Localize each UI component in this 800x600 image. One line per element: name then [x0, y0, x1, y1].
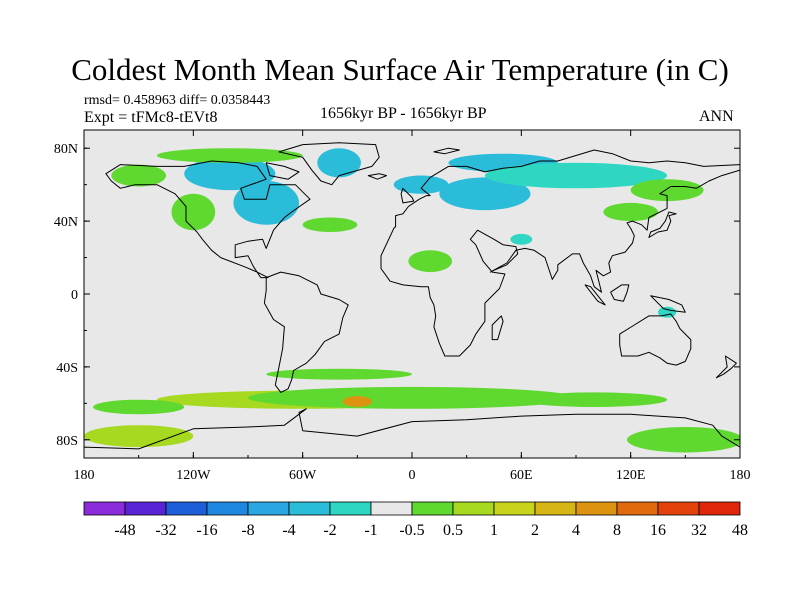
y-tick-label: 0 [71, 288, 78, 303]
y-tick-label: 40N [54, 215, 78, 230]
coastline-new-guinea [650, 295, 686, 313]
colorbar-swatch [206, 501, 249, 516]
anomaly-patch [156, 148, 303, 163]
anomaly-patch [627, 427, 740, 453]
anomaly-patch [266, 368, 412, 380]
colorbar: -48 -32 -16 -8 -4 -2 -1 -0.5 0.5 1 2 4 8 16 32 48 [83, 501, 748, 539]
axis-layer: 180 120W 60W 0 60E 120E 180 80N 40N 0 40S 80S [54, 130, 751, 483]
colorbar-label: -48 [114, 522, 135, 539]
anomaly-patch [510, 233, 533, 245]
colorbar-swatch [616, 501, 659, 516]
x-tick-label: 180 [730, 468, 751, 483]
page-title: Coldest Month Mean Surface Air Temperatu… [71, 52, 729, 87]
coastline-britain [400, 187, 415, 204]
anomaly-patch [393, 175, 449, 194]
coastline-borneo [610, 284, 630, 302]
colorbar-label: -8 [241, 522, 254, 539]
colorbar-swatch [493, 501, 536, 516]
colorbar-swatch [83, 501, 126, 516]
coastline-south-america [263, 271, 349, 393]
colorbar-label: 8 [613, 522, 621, 539]
colorbar-label: 32 [691, 522, 707, 539]
colorbar-label: 1 [490, 522, 498, 539]
x-tick-label: 180 [74, 468, 95, 483]
anomaly-patch [248, 386, 576, 409]
colorbar-swatch [657, 501, 700, 516]
colorbar-label: -0.5 [399, 522, 424, 539]
x-tick-label: 60W [289, 468, 317, 483]
coastline-north-america [105, 160, 311, 279]
colorbar-swatch [534, 501, 577, 516]
anomaly-patch [233, 181, 300, 225]
anomaly-patch [171, 193, 216, 231]
coastline-sumatra [584, 284, 606, 306]
experiment-label: Expt = tFMc8-tEVt8 [84, 109, 218, 126]
coastline-greenland [278, 142, 380, 186]
colorbar-label: -1 [364, 522, 377, 539]
x-tick-label: 120W [176, 468, 211, 483]
colorbar-swatch [698, 501, 741, 516]
colorbar-label: 2 [531, 522, 539, 539]
colorbar-swatch [370, 501, 413, 516]
colorbar-label: -32 [155, 522, 176, 539]
anomaly-patch [439, 177, 531, 211]
colorbar-swatch [165, 501, 208, 516]
x-tick-label: 60E [510, 468, 533, 483]
x-tick-label: 120E [616, 468, 646, 483]
colorbar-label: 48 [732, 522, 748, 539]
coastline-svalbard [433, 147, 460, 155]
x-tick-label: 0 [409, 468, 416, 483]
anomaly-patch [484, 162, 668, 189]
coastline-iceland [367, 173, 387, 180]
colorbar-swatch [329, 501, 372, 516]
anomaly-patch [84, 425, 194, 448]
anomaly-patch [342, 396, 372, 407]
anomaly-patch [111, 164, 166, 187]
coastline-australia [619, 313, 692, 366]
y-tick-label: 80N [54, 142, 78, 157]
colorbar-label: -4 [282, 522, 295, 539]
anomaly-patch [603, 202, 659, 222]
stats-text: rmsd= 0.458963 diff= 0.0358443 [84, 93, 271, 108]
anomaly-patch [302, 217, 358, 233]
anomaly-patch [521, 392, 668, 407]
y-tick-label: 80S [56, 434, 78, 449]
colorbar-swatch [575, 501, 618, 516]
coastline-eurasia-africa [380, 149, 740, 357]
coastline-japan [648, 211, 677, 238]
colorbar-label: -16 [196, 522, 217, 539]
y-tick-label: 40S [56, 361, 78, 376]
colorbar-swatch [452, 501, 495, 516]
anomaly-layer [84, 148, 740, 453]
colorbar-label: 0.5 [443, 522, 463, 539]
coastline-antarctica [84, 408, 740, 458]
colorbar-label: -2 [323, 522, 336, 539]
coastline-baffin [265, 162, 300, 180]
anomaly-patch [630, 179, 704, 202]
coastline-new-zealand [715, 355, 737, 379]
colorbar-swatch [247, 501, 290, 516]
period-label: 1656kyr BP - 1656kyr BP [320, 105, 487, 122]
season-label: ANN [699, 108, 734, 125]
colorbar-label: 16 [650, 522, 666, 539]
anomaly-patch [408, 250, 453, 273]
anomaly-patch [317, 148, 361, 178]
anomaly-patch [93, 399, 185, 415]
coastline-layer [84, 142, 740, 458]
colorbar-label: 4 [572, 522, 580, 539]
coastline-madagascar [491, 315, 504, 341]
colorbar-swatch [124, 501, 167, 516]
colorbar-swatch [411, 501, 454, 516]
colorbar-swatch [288, 501, 331, 516]
